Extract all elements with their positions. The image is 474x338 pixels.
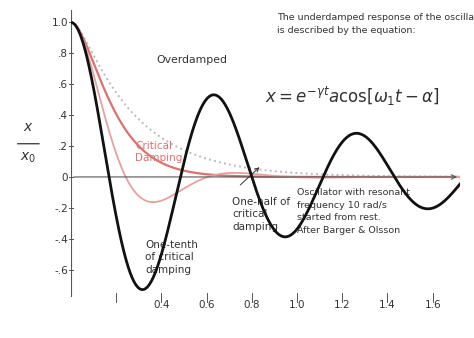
Text: $x$: $x$ — [23, 120, 34, 134]
Text: One-half of
critical
damping: One-half of critical damping — [232, 197, 291, 232]
Text: Oscillator with resonant
frequency 10 rad/s
started from rest.
After Barger & Ol: Oscillator with resonant frequency 10 ra… — [297, 188, 410, 235]
Text: One-tenth
of critical
damping: One-tenth of critical damping — [145, 240, 198, 275]
Text: Overdamped: Overdamped — [156, 55, 228, 65]
Text: $x_0$: $x_0$ — [20, 151, 36, 165]
Text: $x = e^{-\gamma t}a\cos\!\left[\omega_1 t - \alpha\right]$: $x = e^{-\gamma t}a\cos\!\left[\omega_1 … — [265, 85, 440, 108]
Text: The underdamped response of the oscillator
is described by the equation:: The underdamped response of the oscillat… — [277, 13, 474, 34]
Text: Critical
Damping: Critical Damping — [135, 141, 182, 163]
